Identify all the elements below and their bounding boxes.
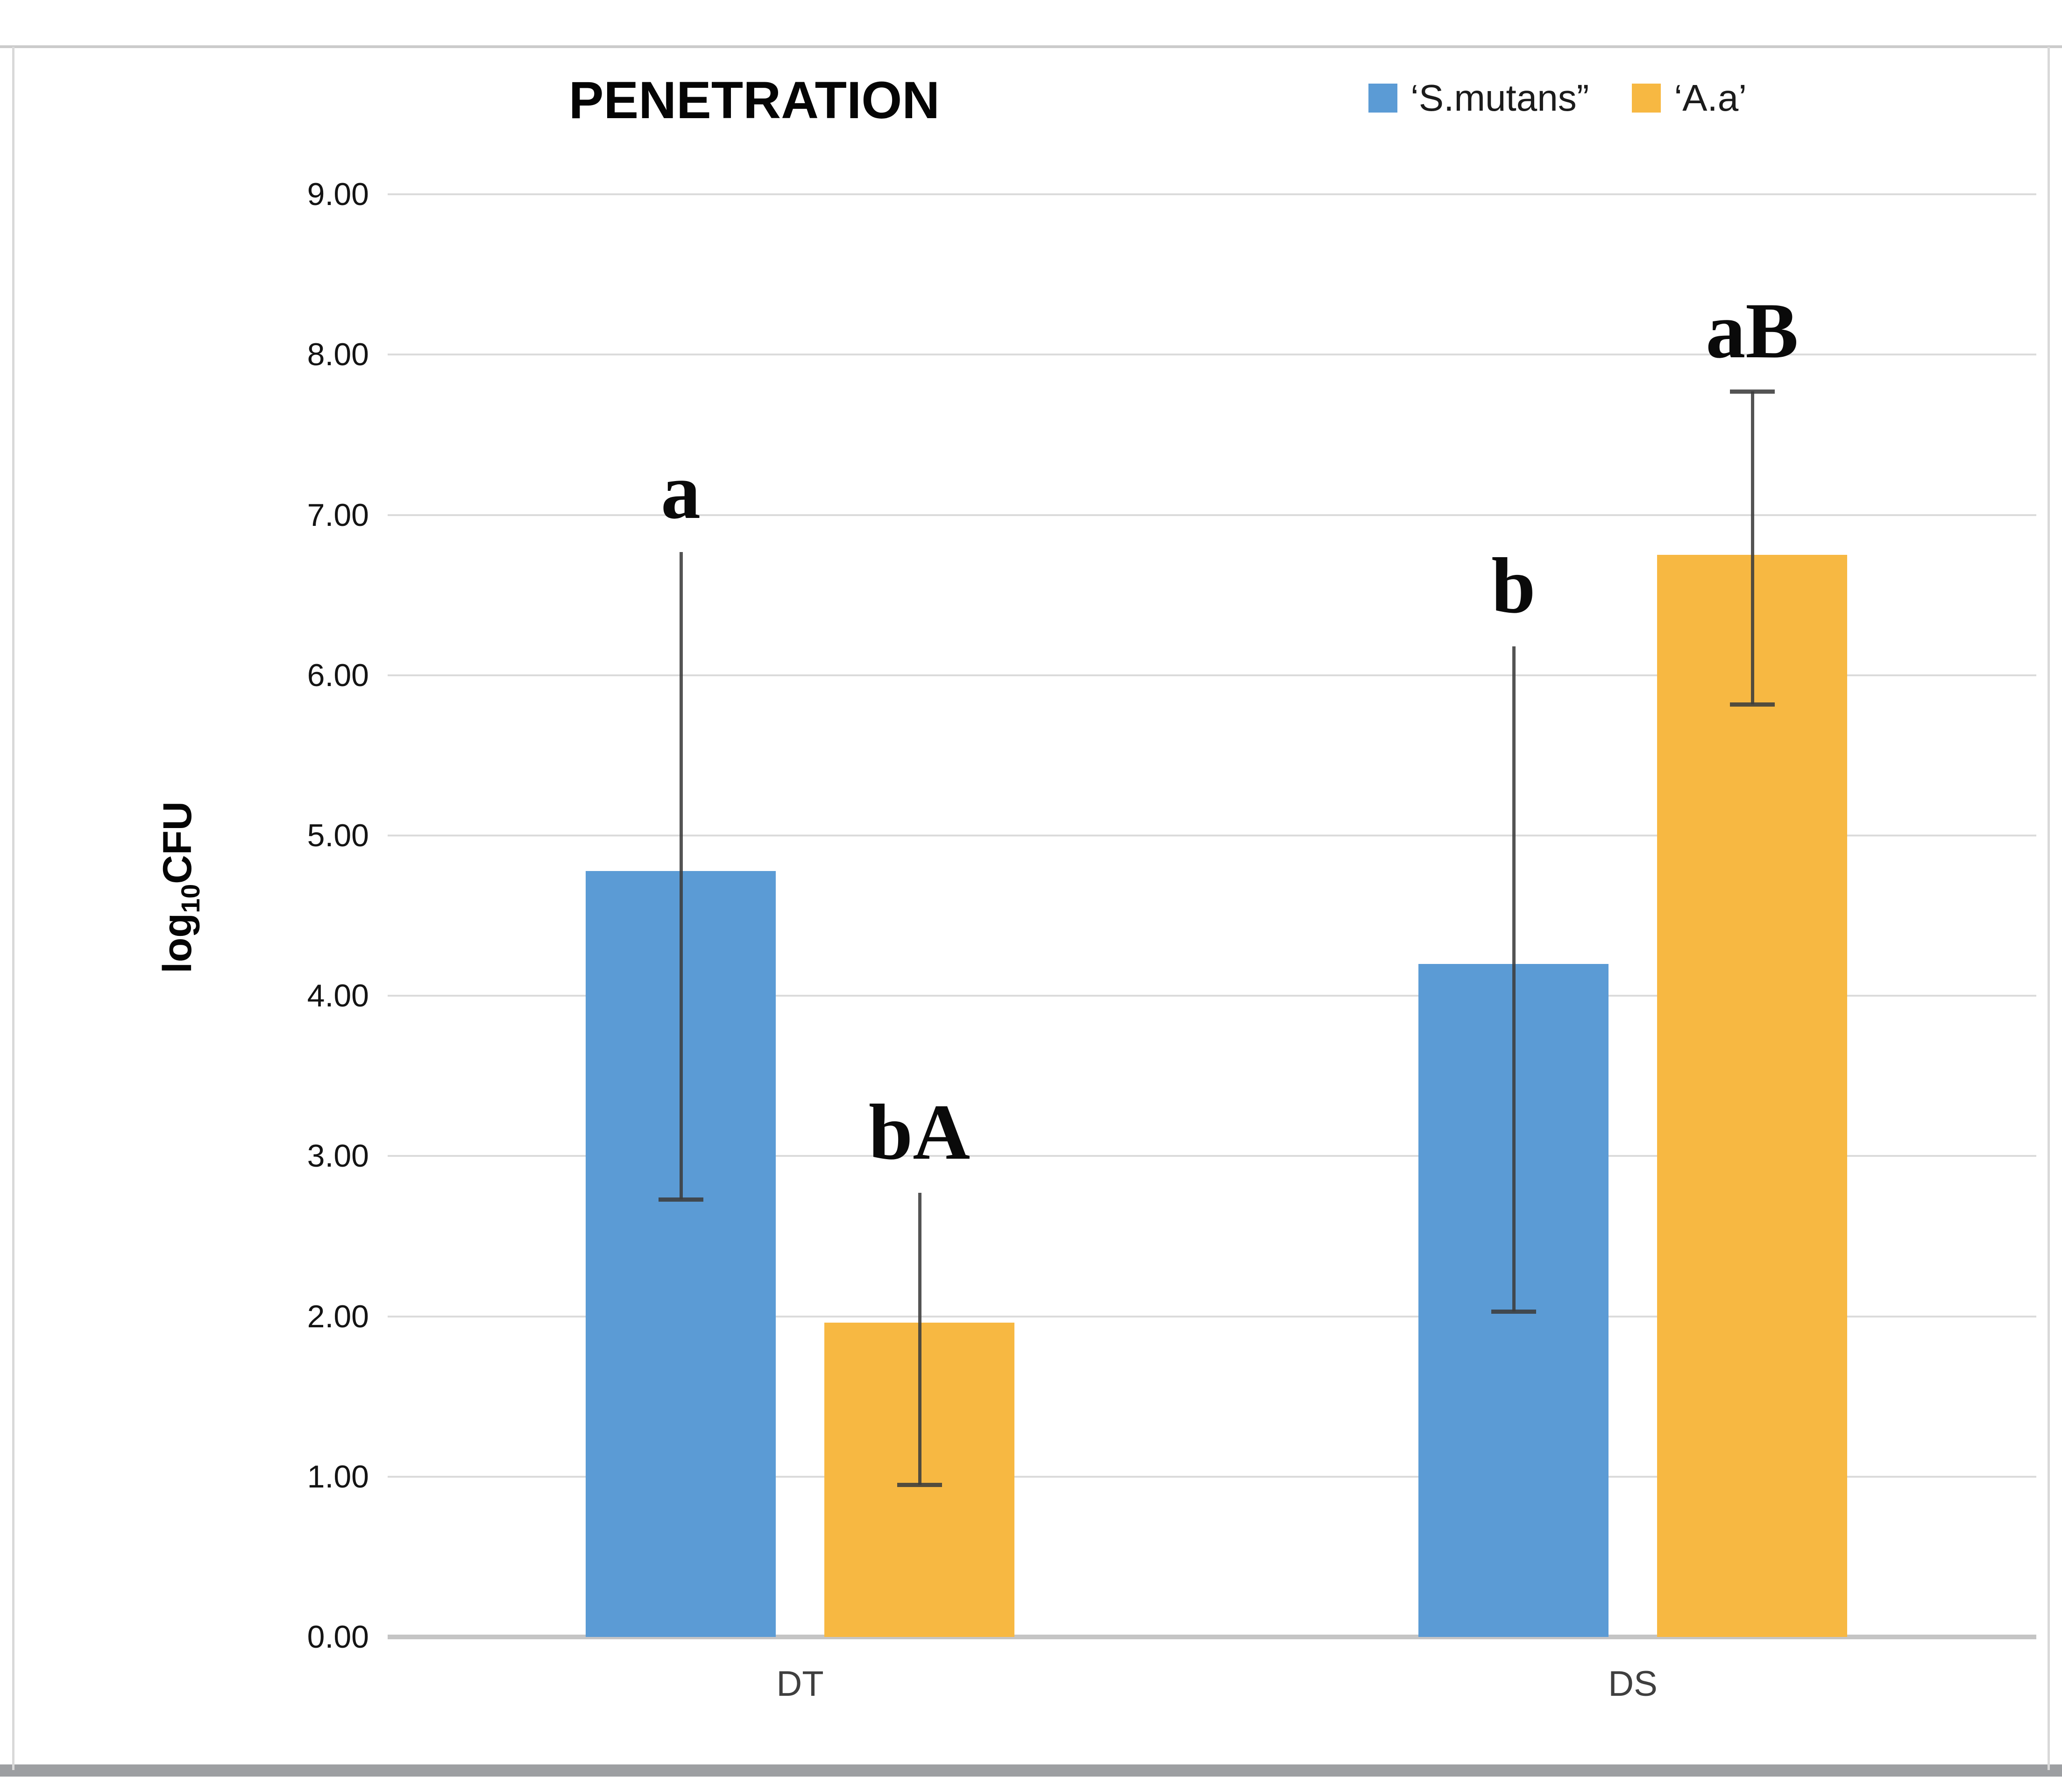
legend-label-smutans: ‘S.mutans” xyxy=(1410,77,1589,119)
gridline-3.00 xyxy=(388,1155,2036,1157)
frame-top-rule xyxy=(0,45,2062,48)
error-bar-DS-aa xyxy=(1750,391,1754,704)
y-tick-label-3.00: 3.00 xyxy=(307,1138,369,1174)
bar-DS-aa xyxy=(1657,555,1847,1637)
error-bar-DT-aa xyxy=(918,1193,921,1485)
error-cap-bottom xyxy=(1729,702,1775,707)
error-bar-DS-smutans xyxy=(1512,646,1516,1312)
y-tick-label-8.00: 8.00 xyxy=(307,337,369,373)
frame-bottom-rule xyxy=(0,1764,2062,1777)
error-cap-bottom xyxy=(658,1197,703,1202)
y-tick-label-2.00: 2.00 xyxy=(307,1298,369,1334)
gridline-5.00 xyxy=(388,835,2036,836)
sig-letter-bA: bA xyxy=(868,1088,971,1176)
frame-right-rule xyxy=(2048,47,2050,1770)
gridline-7.00 xyxy=(388,514,2036,516)
legend-label-aa: ‘A.a’ xyxy=(1674,77,1747,119)
y-tick-label-4.00: 4.00 xyxy=(307,978,369,1014)
gridline-4.00 xyxy=(388,995,2036,997)
x-tick-label-DT: DT xyxy=(776,1664,824,1704)
sig-letter-a: a xyxy=(661,447,701,535)
gridline-2.00 xyxy=(388,1315,2036,1317)
gridline-8.00 xyxy=(388,354,2036,356)
y-tick-label-9.00: 9.00 xyxy=(307,177,369,212)
error-bar-DT-smutans xyxy=(679,552,683,1200)
error-cap-bottom xyxy=(1491,1310,1536,1314)
error-cap-bottom xyxy=(897,1482,942,1487)
gridline-0.00 xyxy=(388,1635,2036,1639)
x-tick-label-DS: DS xyxy=(1608,1664,1658,1704)
y-tick-label-1.00: 1.00 xyxy=(307,1459,369,1495)
y-tick-label-6.00: 6.00 xyxy=(307,657,369,693)
y-tick-label-5.00: 5.00 xyxy=(307,818,369,853)
y-tick-label-7.00: 7.00 xyxy=(307,497,369,533)
y-tick-label-0.00: 0.00 xyxy=(307,1619,369,1655)
sig-letter-aB: aB xyxy=(1706,287,1799,375)
chart-title: PENETRATION xyxy=(568,71,940,129)
error-cap-top xyxy=(1729,390,1775,394)
legend-swatch-aa xyxy=(1632,84,1661,113)
gridline-6.00 xyxy=(388,674,2036,676)
frame-left-rule xyxy=(12,47,14,1770)
sig-letter-b: b xyxy=(1491,542,1536,630)
legend-swatch-smutans xyxy=(1368,84,1397,113)
gridline-1.00 xyxy=(388,1475,2036,1478)
gridline-9.00 xyxy=(388,193,2036,196)
legend: ‘S.mutans” ‘A.a’ xyxy=(1368,75,1747,121)
